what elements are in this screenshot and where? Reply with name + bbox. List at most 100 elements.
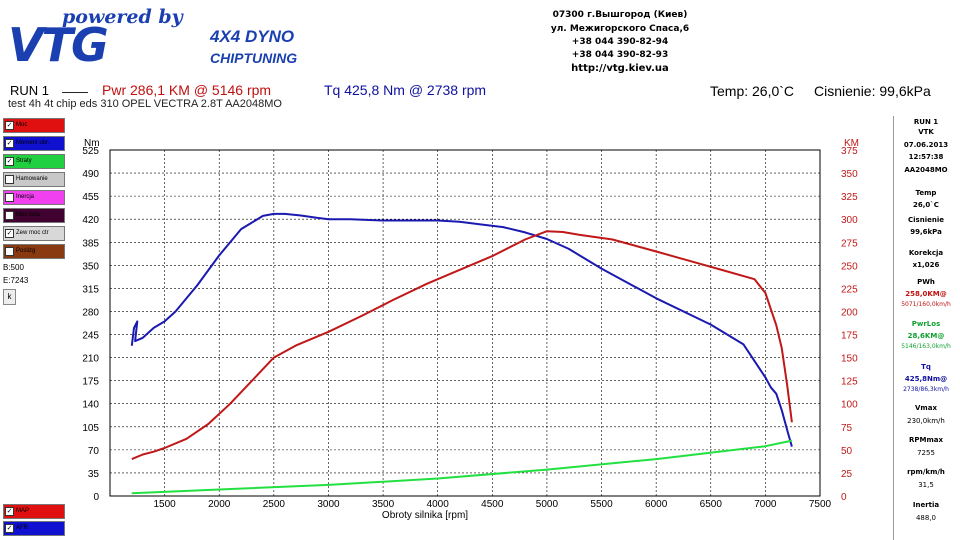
legend-item-4[interactable]: Inercja	[3, 190, 65, 205]
legend-checkbox[interactable]: ✓	[5, 507, 14, 516]
rp-temp-label: Temp	[915, 189, 937, 197]
x-tick-label: 5500	[590, 499, 613, 510]
power-summary: Pwr 286,1 KM @ 5146 rpm	[102, 82, 272, 98]
y-left-tick-label: 420	[82, 215, 99, 226]
rp-pwrlos-sub: 5146/163,0km/h	[901, 343, 951, 350]
rp-tq-sub: 2738/86,3km/h	[903, 386, 949, 393]
run-info-panel: RUN 1 VTK 07.06.2013 12:57:38 AA2048MO T…	[893, 116, 958, 540]
rp-rpmkmh-value: 31,5	[918, 481, 934, 489]
x-tick-label: 1500	[153, 499, 176, 510]
x-tick-label: 2500	[263, 499, 286, 510]
torque-summary: Tq 425,8 Nm @ 2738 rpm	[324, 82, 487, 98]
rp-korekcja-value: x1,026	[912, 261, 940, 269]
legend-item-7[interactable]: Poslizg	[3, 244, 65, 259]
rp-pwrlos-value: 28,6KM@	[907, 332, 945, 340]
y-left-tick-label: 210	[82, 354, 99, 365]
series-line-moment-obr-	[130, 212, 793, 447]
y-right-tick-label: 325	[841, 192, 858, 203]
legend-label: Zew moc ctr	[16, 230, 49, 236]
y-right-tick-label: 150	[841, 354, 858, 365]
x-tick-label: 4000	[427, 499, 450, 510]
y-right-tick-label: 50	[841, 446, 853, 457]
rp-pwh-value: 258,0KM@	[905, 290, 947, 298]
y-left-tick-label: 525	[82, 146, 99, 157]
legend-checkbox[interactable]: ✓	[5, 157, 14, 166]
y-right-tick-label: 125	[841, 377, 858, 388]
x-tick-label: 6500	[700, 499, 723, 510]
legend-checkbox[interactable]: ✓	[5, 524, 14, 533]
rp-inertia-value: 488,0	[915, 514, 937, 522]
legend-item-2[interactable]: ✓ Straty	[3, 154, 65, 169]
series-line-moc	[131, 230, 793, 461]
test-description: test 4h 4t chip eds 310 OPEL VECTRA 2.8T…	[8, 98, 282, 110]
address-line-2: ул. Межигорского Спаса,6	[550, 24, 690, 34]
legend-checkbox[interactable]: ✓	[5, 229, 14, 238]
x-tick-label: 7000	[754, 499, 777, 510]
rp-pressure-value: 99,6kPa	[910, 228, 942, 236]
legend-item-6[interactable]: ✓ Zew moc ctr	[3, 226, 65, 241]
k-button[interactable]: k	[3, 289, 16, 305]
website-link[interactable]: http://vtg.kiev.ua	[571, 63, 669, 74]
logo-vtg: VTG	[8, 18, 109, 72]
legend-label: Moc kola	[16, 212, 41, 218]
legend-label: Moc	[16, 122, 28, 128]
legend-item-3[interactable]: Hamowanie	[3, 172, 65, 187]
y-right-axis-label: KM	[844, 138, 859, 149]
y-left-tick-label: 0	[93, 492, 99, 503]
x-tick-label: 3000	[317, 499, 340, 510]
b-value: B:500	[3, 263, 24, 272]
y-right-tick-label: 300	[841, 215, 858, 226]
y-left-axis-label: Nm	[84, 138, 100, 149]
address-line-1: 07300 г.Вышгород (Киев)	[552, 10, 688, 20]
legend-item-5[interactable]: Moc kola	[3, 208, 65, 223]
y-left-tick-label: 70	[88, 446, 100, 457]
series-line-straty	[131, 439, 793, 495]
legend-checkbox[interactable]	[5, 211, 14, 220]
legend-label: Hamowanie	[16, 176, 48, 182]
run-label: RUN 1	[10, 83, 50, 98]
y-right-tick-label: 25	[841, 469, 853, 480]
legend-checkbox[interactable]: ✓	[5, 139, 14, 148]
y-left-tick-label: 490	[82, 169, 99, 180]
legend-label: Inercja	[16, 194, 35, 200]
y-left-tick-label: 280	[82, 307, 99, 318]
legend-label: MAP	[16, 508, 30, 514]
rp-temp-value: 26,0`C	[913, 201, 939, 209]
rp-pressure-label: Cisnienie	[908, 216, 944, 224]
y-right-tick-label: 250	[841, 261, 858, 272]
legend-checkbox[interactable]	[5, 175, 14, 184]
y-left-tick-label: 140	[82, 400, 99, 411]
rp-plate: AA2048MO	[904, 166, 948, 174]
rp-rpmkmh-label: rpm/km/h	[907, 468, 945, 476]
rp-pwrlos-label: PwrLos	[911, 320, 941, 328]
y-left-tick-label: 175	[82, 377, 99, 388]
legend-checkbox[interactable]	[5, 193, 14, 202]
e-value: E:7243	[3, 276, 29, 285]
x-axis-label: Obroty silnika [rpm]	[382, 510, 468, 521]
x-tick-label: 4500	[481, 499, 504, 510]
temperature-summary: Temp: 26,0`C	[710, 83, 795, 99]
y-right-tick-label: 0	[841, 492, 847, 503]
rp-date: 07.06.2013	[903, 141, 949, 149]
run-line-sample: ——	[62, 84, 88, 99]
y-left-tick-label: 315	[82, 284, 99, 295]
y-right-tick-label: 350	[841, 169, 858, 180]
legend-bottom-item-0[interactable]: ✓ MAP	[3, 504, 65, 519]
legend-checkbox[interactable]: ✓	[5, 121, 14, 130]
logo-chiptuning: CHIPTUNING	[210, 50, 298, 66]
y-right-tick-label: 275	[841, 238, 858, 249]
y-left-tick-label: 105	[82, 423, 99, 434]
legend-checkbox[interactable]	[5, 247, 14, 256]
legend-label: Moment obr.	[16, 140, 50, 146]
rp-tq-label: Tq	[921, 363, 931, 371]
legend-item-0[interactable]: ✓ Moc	[3, 118, 65, 133]
rp-time: 12:57:38	[908, 153, 944, 161]
y-right-tick-label: 75	[841, 423, 853, 434]
x-tick-label: 7500	[809, 499, 832, 510]
legend-label: Poslizg	[16, 248, 36, 254]
rp-vmax-label: Vmax	[915, 404, 937, 412]
y-left-tick-label: 385	[82, 238, 99, 249]
y-right-tick-label: 225	[841, 284, 858, 295]
legend-bottom-item-1[interactable]: ✓ AFR	[3, 521, 65, 536]
legend-item-1[interactable]: ✓ Moment obr.	[3, 136, 65, 151]
